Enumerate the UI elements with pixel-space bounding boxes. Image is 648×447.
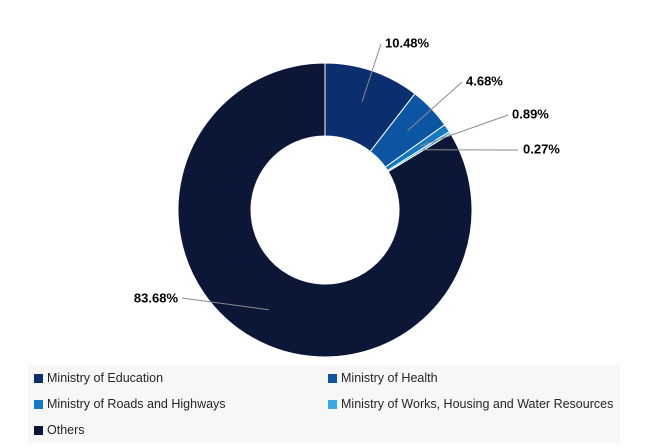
data-labels: 10.48% 4.68% 0.89% 0.27% 83.68% xyxy=(134,35,560,305)
donut-chart: 10.48% 4.68% 0.89% 0.27% 83.68% xyxy=(134,35,560,358)
data-label-ministry-of-roads-and-highways: 0.89% xyxy=(512,106,549,121)
legend-item-works: Ministry of Works, Housing and Water Res… xyxy=(328,397,613,411)
legend-swatch-roads xyxy=(34,399,43,409)
leader-line-others xyxy=(181,297,269,311)
legend-item-health: Ministry of Health xyxy=(328,371,438,385)
leader-line-ministry-of-roads-and-highways xyxy=(419,114,509,147)
legend-swatch-education xyxy=(34,373,43,383)
legend-item-roads: Ministry of Roads and Highways xyxy=(34,397,226,411)
legend-label-education: Ministry of Education xyxy=(47,371,164,385)
data-label-ministry-of-works-housing-and-water-resources: 0.27% xyxy=(523,141,560,156)
legend-label-health: Ministry of Health xyxy=(341,371,438,385)
legend-swatch-health xyxy=(328,373,337,383)
leader-line-ministry-of-education xyxy=(361,43,382,102)
slice-others xyxy=(177,62,473,358)
donut-slices xyxy=(177,62,473,358)
leader-lines xyxy=(181,43,519,311)
chart-legend: Ministry of Education Ministry of Health… xyxy=(28,365,620,443)
legend-label-works: Ministry of Works, Housing and Water Res… xyxy=(341,397,614,411)
data-label-others: 83.68% xyxy=(134,290,179,305)
legend-label-roads: Ministry of Roads and Highways xyxy=(47,397,226,411)
leader-line-ministry-of-health xyxy=(407,81,463,132)
legend-item-others: Others xyxy=(34,423,85,437)
data-label-ministry-of-education: 10.48% xyxy=(385,35,430,50)
data-label-ministry-of-health: 4.68% xyxy=(466,73,503,88)
legend-item-education: Ministry of Education xyxy=(34,371,163,385)
legend-swatch-works xyxy=(328,399,337,409)
legend-swatch-others xyxy=(34,425,43,435)
legend-label-others: Others xyxy=(47,423,85,437)
